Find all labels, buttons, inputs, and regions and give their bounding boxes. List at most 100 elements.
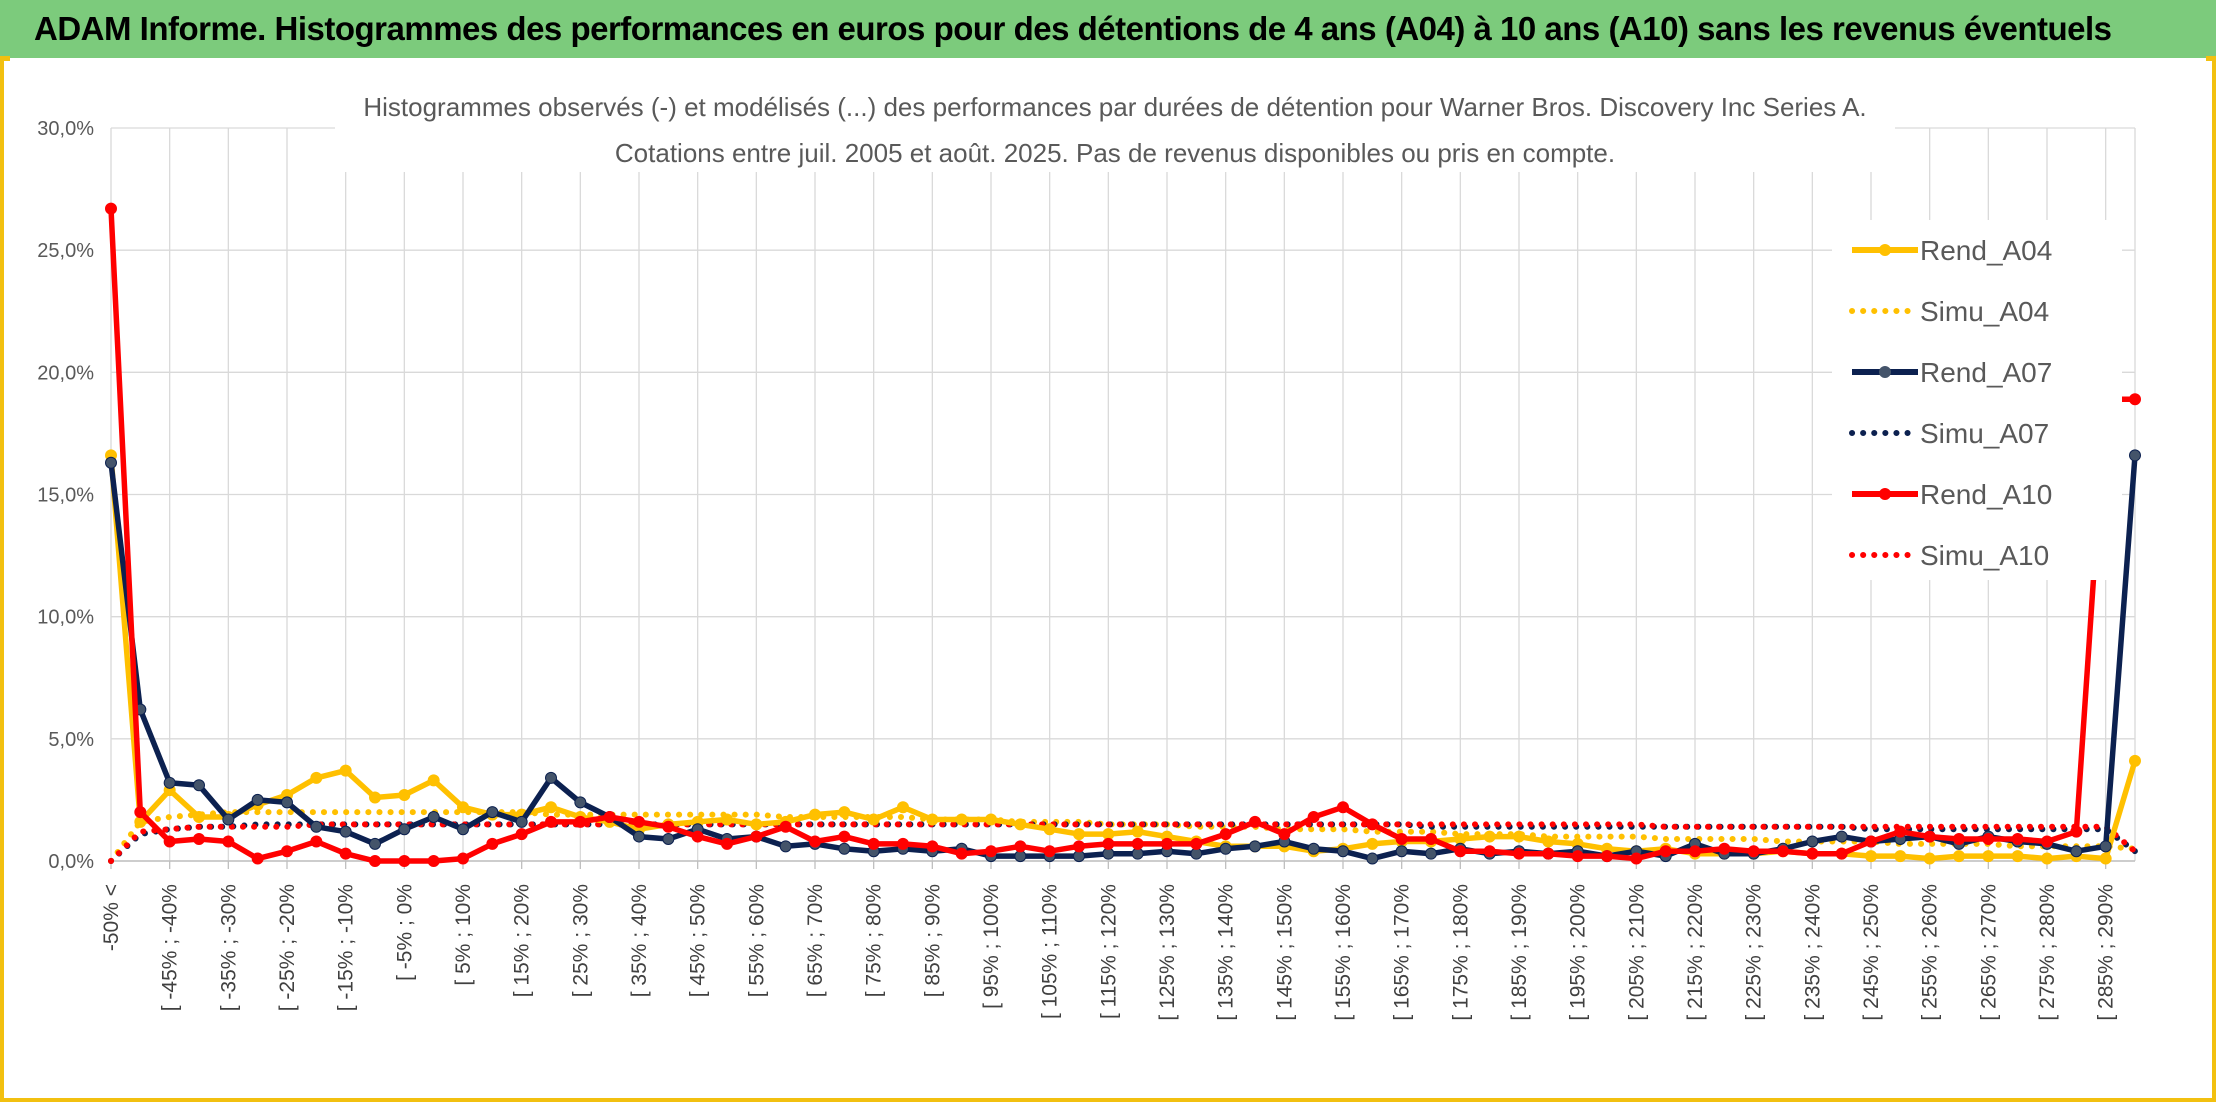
data-point-rend-a07 <box>574 796 587 809</box>
data-point-rend-a04 <box>985 813 997 826</box>
data-point-rend-a07 <box>486 806 499 819</box>
data-point-rend-a10 <box>339 847 352 860</box>
data-point-rend-a10 <box>2129 393 2141 406</box>
y-tick-label: 5,0% <box>48 729 94 751</box>
x-tick-label: [ 205% ; 210% <box>1625 884 1648 1021</box>
report-title: ADAM Informe. Histogrammes des performan… <box>34 10 2112 47</box>
x-tick-label: [ 85% ; 90% <box>921 884 944 997</box>
x-tick-label: [ 235% ; 240% <box>1801 884 1824 1021</box>
legend-label-rend-a04: Rend_A04 <box>1920 235 2052 266</box>
x-tick-label: [ 105% ; 110% <box>1039 884 1062 1019</box>
x-tick-label: [ 95% ; 100% <box>980 884 1003 1009</box>
data-point-rend-a04 <box>838 806 851 819</box>
series-line-rend-a04 <box>108 455 2138 862</box>
data-point-rend-a04 <box>1073 828 1085 841</box>
x-tick-label: [ 65% ; 70% <box>804 884 827 997</box>
data-point-rend-a04 <box>457 801 469 814</box>
data-point-rend-a04 <box>2041 852 2053 865</box>
data-point-rend-a10 <box>662 820 675 833</box>
data-point-rend-a10 <box>1659 845 1672 858</box>
data-point-rend-a10 <box>1777 845 1789 858</box>
data-point-rend-a10 <box>1571 850 1584 863</box>
data-point-rend-a07 <box>2070 845 2083 858</box>
data-point-rend-a10 <box>603 811 616 824</box>
legend-label-simu-a04: Simu_A04 <box>1920 296 2049 327</box>
x-axis: -50% < [ -45% ; -40% [ -35% ; -30% [ -25% ;… <box>100 884 2118 1021</box>
data-point-rend-a10 <box>1219 828 1232 841</box>
data-point-rend-a10 <box>955 847 968 860</box>
data-point-rend-a04 <box>721 813 733 826</box>
data-point-rend-a04 <box>2099 852 2112 865</box>
y-tick-label: 15,0% <box>37 485 94 507</box>
legend-label-simu-a10: Simu_A10 <box>1920 540 2049 571</box>
data-point-rend-a04 <box>1513 830 1525 843</box>
data-point-rend-a10 <box>222 835 235 848</box>
data-point-rend-a07 <box>1806 835 1819 848</box>
data-point-rend-a04 <box>1542 835 1555 848</box>
data-point-rend-a07 <box>1366 852 1379 865</box>
data-point-rend-a07 <box>1249 840 1261 853</box>
data-point-rend-a10 <box>574 815 587 828</box>
data-point-rend-a04 <box>750 818 763 831</box>
data-point-rend-a07 <box>222 813 235 826</box>
data-point-rend-a10 <box>193 833 205 846</box>
series-line-simu-a10 <box>108 821 2138 864</box>
data-point-rend-a10 <box>1307 811 1320 824</box>
data-point-rend-a04 <box>926 813 939 826</box>
data-point-rend-a10 <box>1454 845 1467 858</box>
data-point-rend-a04 <box>1483 830 1496 843</box>
data-point-rend-a07 <box>398 823 411 836</box>
data-point-rend-a10 <box>809 835 821 848</box>
series-line-rend-a10 <box>108 208 2135 864</box>
data-point-rend-a10 <box>398 855 411 867</box>
data-point-rend-a04 <box>1894 850 1907 863</box>
data-point-rend-a10 <box>691 830 704 843</box>
data-point-rend-a07 <box>1307 842 1320 855</box>
x-tick-label: [ 55% ; 60% <box>745 884 768 997</box>
data-point-rend-a10 <box>515 828 528 841</box>
x-tick-label: [ -35% ; -30% <box>217 884 240 1011</box>
data-point-rend-a10 <box>2070 825 2083 838</box>
data-point-rend-a07 <box>369 837 381 850</box>
x-tick-label: [ 225% ; 230% <box>1743 884 1766 1021</box>
x-tick-label: [ 275% ; 280% <box>2036 884 2059 1021</box>
data-point-rend-a04 <box>193 811 205 824</box>
data-point-rend-a07 <box>2099 840 2112 853</box>
subtitle-background <box>335 92 1895 172</box>
x-tick-label: [ 185% ; 190% <box>1508 884 1531 1021</box>
data-point-rend-a07 <box>310 820 323 833</box>
data-point-rend-a07 <box>1835 830 1848 843</box>
data-point-rend-a10 <box>105 202 117 215</box>
data-point-rend-a07 <box>633 830 645 843</box>
data-point-rend-a10 <box>1366 818 1379 831</box>
x-tick-label: [ 255% ; 260% <box>1919 884 1942 1021</box>
data-point-rend-a10 <box>1718 842 1731 855</box>
chart-series <box>105 202 2141 867</box>
x-tick-label: [ 145% ; 150% <box>1273 884 1296 1021</box>
data-point-rend-a10 <box>1102 837 1115 850</box>
x-tick-label: [ 35% ; 40% <box>628 884 651 997</box>
data-point-rend-a07 <box>457 823 469 836</box>
data-point-rend-a10 <box>427 855 440 867</box>
data-point-rend-a07 <box>662 833 675 846</box>
y-tick-label: 0,0% <box>48 851 94 873</box>
y-tick-label: 10,0% <box>37 607 94 629</box>
chart-subtitle-line1: Histogrammes observés (-) et modélisés (… <box>363 92 1866 122</box>
data-point-rend-a04 <box>369 791 381 804</box>
data-point-rend-a07 <box>515 815 528 828</box>
x-tick-label: [ 195% ; 200% <box>1567 884 1590 1021</box>
data-point-rend-a10 <box>1747 845 1760 858</box>
data-point-rend-a10 <box>163 835 176 848</box>
x-tick-label: [ 285% ; 290% <box>2095 884 2118 1021</box>
x-tick-label: [ -45% ; -40% <box>159 884 182 1011</box>
data-point-rend-a10 <box>1513 847 1525 860</box>
data-point-rend-a04 <box>809 808 821 821</box>
data-point-rend-a10 <box>134 806 147 819</box>
data-point-rend-a10 <box>545 815 557 828</box>
x-tick-label: [ 25% ; 30% <box>569 884 592 997</box>
x-tick-label: [ 45% ; 50% <box>687 884 710 997</box>
data-point-rend-a10 <box>281 845 293 858</box>
data-point-rend-a10 <box>1923 830 1936 843</box>
data-point-rend-a04 <box>1014 818 1027 831</box>
data-point-rend-a10 <box>1835 847 1848 860</box>
